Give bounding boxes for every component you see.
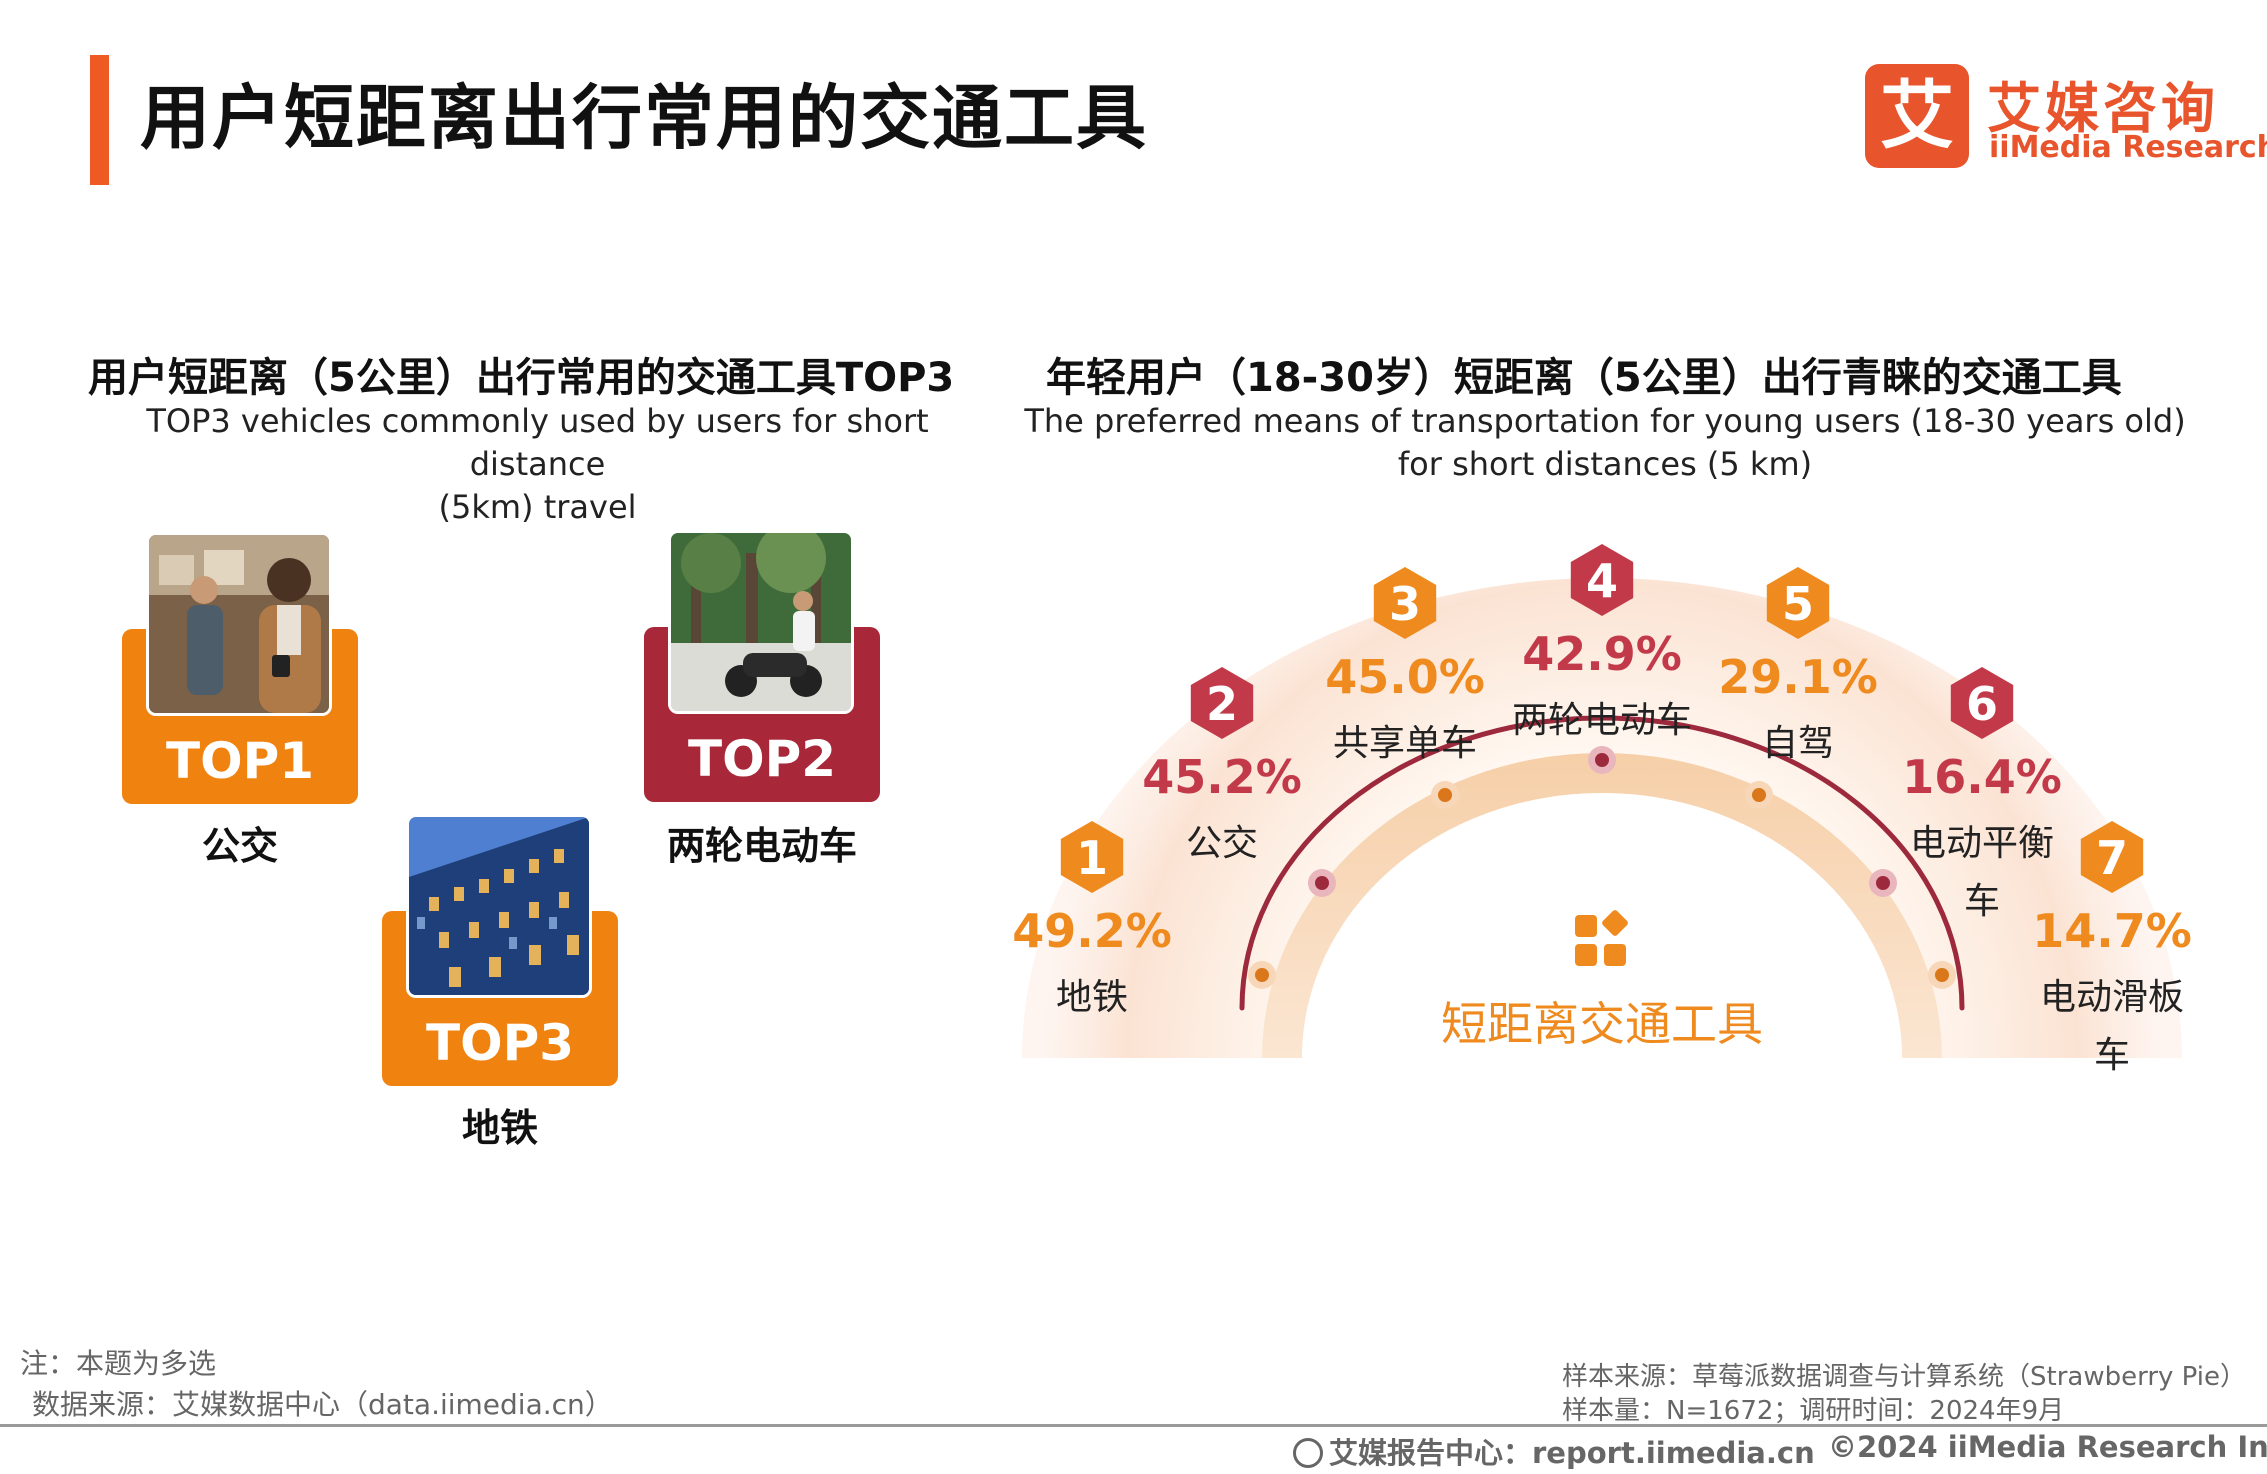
brand-name-en: iiMedia Research — [1989, 130, 2267, 165]
rank-number: 1 — [1076, 831, 1108, 885]
value-label: 45.2% — [1142, 750, 1302, 804]
title-accent-bar — [90, 55, 109, 185]
transport-item: 3 45.0% 共享单车 — [1325, 567, 1485, 764]
arc-marker — [1255, 968, 1269, 982]
rank-number: 4 — [1586, 554, 1618, 608]
inner-core — [1302, 793, 1902, 1058]
page-title: 用户短距离出行常用的交通工具 — [140, 77, 1148, 159]
left-subtitle-line1: TOP3 vehicles commonly used by users for… — [146, 402, 929, 483]
brand-logo: 艾 艾媒咨询 iiMedia Research — [1865, 60, 2267, 170]
footer-copyright: ©2024 iiMedia Research Inc — [1828, 1430, 2267, 1464]
rank-number: 6 — [1966, 677, 1998, 731]
transport-item: 5 29.1% 自驾 — [1718, 567, 1878, 764]
top1-card: TOP1 — [122, 532, 358, 804]
right-section-subtitle: The preferred means of transportation fo… — [1000, 400, 2210, 486]
right-subtitle-line1: The preferred means of transportation fo… — [1024, 402, 2186, 440]
category-label: 车 — [1964, 881, 2000, 922]
rank-badge — [1950, 667, 2014, 739]
top3-card: TOP3 — [382, 814, 618, 1086]
footer-report-center[interactable]: 艾媒报告中心：report.iimedia.cn — [1293, 1430, 1815, 1472]
arc-marker — [1315, 876, 1329, 890]
arc-marker — [1438, 788, 1452, 802]
category-label: 车 — [2094, 1035, 2130, 1076]
category-label: 电动滑板 — [2040, 977, 2184, 1018]
rank-badge — [2080, 821, 2144, 893]
category-label: 地铁 — [1056, 977, 1128, 1018]
top3-rank: TOP3 — [425, 1014, 575, 1072]
top1-label: 公交 — [201, 824, 278, 868]
arc-marker — [1935, 968, 1949, 982]
right-section-title: 年轻用户（18-30岁）短距离（5公里）出行青睐的交通工具 — [1046, 355, 2122, 401]
top2-card: TOP2 — [644, 530, 880, 802]
rank-badge — [1570, 544, 1634, 616]
footer-sample-source: 样本来源：草莓派数据调查与计算系统（Strawberry Pie） — [1562, 1362, 2246, 1392]
left-subtitle-line2: (5km) travel — [438, 488, 637, 526]
transport-item: 4 42.9% 两轮电动车 — [1512, 544, 1692, 741]
rank-number: 2 — [1206, 677, 1238, 731]
transport-item: 2 45.2% 公交 — [1142, 667, 1302, 864]
arc-marker — [1752, 788, 1766, 802]
category-label: 共享单车 — [1333, 723, 1477, 764]
value-label: 42.9% — [1522, 627, 1682, 681]
rank-number: 5 — [1782, 577, 1814, 631]
chart-center-label: 短距离交通工具 — [1441, 997, 1763, 1051]
rank-badge — [1060, 821, 1124, 893]
value-label: 49.2% — [1012, 904, 1172, 958]
top2-rank: TOP2 — [687, 730, 837, 788]
rank-number: 3 — [1389, 577, 1421, 631]
right-subtitle-line2: for short distances (5 km) — [1397, 445, 1813, 483]
building-photo — [406, 814, 592, 998]
footer-report-link[interactable]: 艾媒报告中心：report.iimedia.cn — [1329, 1436, 1815, 1470]
inner-arc-band — [1262, 753, 1942, 1058]
top3-label: 地铁 — [461, 1106, 538, 1150]
top2-label: 两轮电动车 — [666, 824, 857, 868]
transport-item: 1 49.2% 地铁 — [1012, 821, 1172, 1018]
rank-badge — [1766, 567, 1830, 639]
category-label: 自驾 — [1762, 723, 1834, 764]
arc-marker — [1595, 753, 1609, 767]
rank-badge — [1190, 667, 1254, 739]
footer-sample-size: 样本量：N=1672；调研时间：2024年9月 — [1562, 1396, 2065, 1426]
footer-note: 注：本题为多选 — [20, 1347, 217, 1380]
left-section-title: 用户短距离（5公里）出行常用的交通工具TOP3 — [88, 355, 955, 401]
value-label: 16.4% — [1902, 750, 2062, 804]
ranking-arc — [1239, 715, 1965, 1011]
category-label: 电动平衡 — [1910, 823, 2054, 864]
footer-data-source: 数据来源：艾媒数据中心（data.iimedia.cn） — [32, 1388, 613, 1421]
footer-divider — [0, 1424, 2267, 1427]
globe-icon — [1293, 1438, 1323, 1468]
brand-mark-icon: 艾 — [1865, 64, 1969, 168]
category-label: 两轮电动车 — [1512, 700, 1692, 741]
chart-center: 短距离交通工具 — [1441, 910, 1763, 1051]
electric-scooter-photo — [668, 530, 854, 714]
brand-name-cn: 艾媒咨询 — [1987, 77, 2219, 140]
value-label: 14.7% — [2032, 904, 2192, 958]
category-label: 公交 — [1186, 823, 1258, 864]
rank-badge — [1373, 567, 1437, 639]
value-label: 45.0% — [1325, 650, 1485, 704]
arc-marker — [1876, 876, 1890, 890]
rank-number: 7 — [2096, 831, 2128, 885]
grid-icon — [1575, 910, 1628, 966]
bus-passengers-photo — [146, 532, 332, 716]
left-section-subtitle: TOP3 vehicles commonly used by users for… — [80, 400, 995, 529]
value-label: 29.1% — [1718, 650, 1878, 704]
top1-rank: TOP1 — [165, 732, 315, 790]
